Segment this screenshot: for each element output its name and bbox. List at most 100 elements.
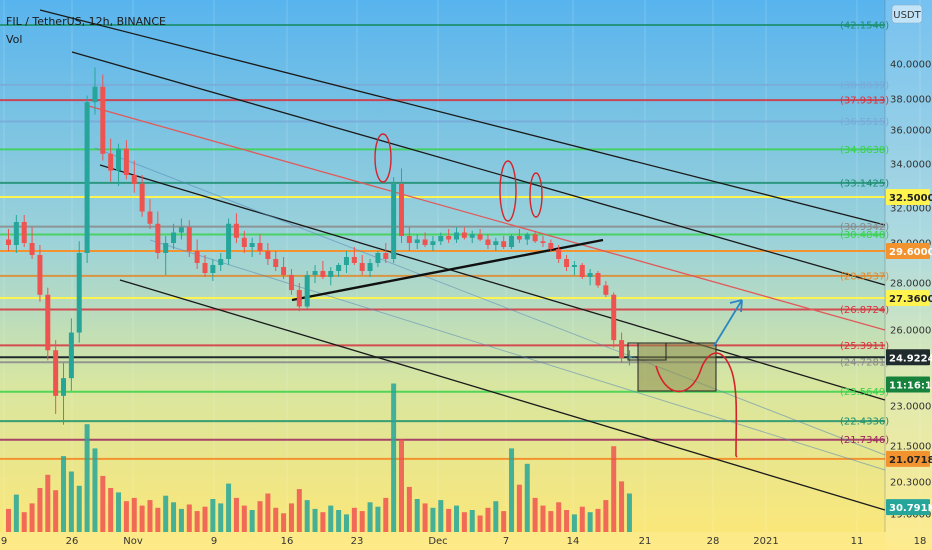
projection-curve[interactable]: [655, 352, 738, 457]
projection-arrow[interactable]: [713, 299, 743, 347]
trend-line[interactable]: [71, 51, 886, 286]
highlight-circle[interactable]: [374, 133, 392, 183]
price-tick-label: 40.0000: [890, 60, 931, 71]
volume-bar: [611, 446, 617, 532]
price-tick-label: 23.0000: [890, 402, 931, 413]
svg-text:24.9224: 24.9224: [889, 353, 932, 364]
time-tick-label: 21: [639, 536, 652, 547]
price-tags: 32.5000 29.6000 27.3600 24.9224 11:16:17 21.0…: [886, 189, 932, 516]
svg-text:29.6000: 29.6000: [889, 247, 932, 258]
candle-body: [509, 236, 515, 247]
trend-line[interactable]: [119, 279, 886, 511]
volume-bar: [548, 511, 554, 532]
volume-bar: [516, 484, 522, 532]
volume-bar: [29, 503, 35, 532]
candle-body: [351, 257, 357, 263]
volume-bar: [84, 424, 90, 532]
volume-bar: [556, 502, 562, 532]
level-label: (23.5649): [840, 387, 889, 398]
candle-body: [226, 223, 232, 259]
consolidation-box[interactable]: [627, 342, 667, 361]
candle-body: [116, 148, 122, 171]
candle-body: [304, 275, 310, 307]
candle-body: [37, 255, 43, 295]
time-tick-label: 16: [281, 536, 294, 547]
volume-bar: [218, 503, 224, 532]
volume-label: Vol: [6, 33, 22, 46]
price-tag[interactable]: 32.5000: [886, 189, 932, 205]
candle-body: [131, 175, 137, 184]
candle-body: [328, 271, 334, 277]
volume-bar: [343, 514, 349, 532]
trend-line[interactable]: [94, 147, 886, 456]
candle-body: [540, 241, 546, 243]
candle-body: [375, 253, 381, 263]
volume-bar: [265, 493, 271, 532]
volume-bar: [116, 492, 122, 532]
volume-bar: [281, 513, 287, 532]
trend-line[interactable]: [39, 9, 886, 226]
candle-body: [76, 253, 82, 333]
candle-body: [68, 332, 74, 379]
volume-bar: [383, 497, 389, 532]
candle-body: [186, 227, 192, 251]
price-tag[interactable]: 29.6000: [886, 243, 932, 259]
candle-body: [21, 222, 27, 243]
trend-line[interactable]: [99, 164, 886, 401]
volume-bar: [320, 512, 326, 532]
candle-body: [29, 243, 35, 255]
price-tag[interactable]: 11:16:17: [886, 376, 932, 393]
highlight-circle[interactable]: [499, 160, 517, 222]
volume-bar: [53, 490, 59, 532]
price-tag[interactable]: 30.791K: [886, 499, 932, 516]
volume-bar: [257, 501, 263, 532]
candle-body: [343, 257, 349, 265]
time-axis-panel: [0, 532, 885, 550]
candle-body: [391, 183, 397, 259]
candle-body: [469, 234, 475, 238]
candle-body: [6, 239, 11, 245]
level-label: (36.5515): [840, 117, 889, 128]
time-tick-label: 18: [914, 536, 927, 547]
volume-bar: [194, 511, 200, 532]
price-tick-label: 20.3000: [890, 478, 931, 489]
candle-body: [571, 265, 577, 267]
candle-body: [461, 232, 467, 238]
price-tick-label: 34.0000: [890, 160, 931, 171]
price-tag[interactable]: 21.0718: [886, 450, 932, 467]
candle-body: [430, 241, 436, 245]
volume-bar: [501, 511, 507, 532]
volume-bar: [233, 497, 239, 532]
horizontal-levels: [0, 24, 885, 460]
symbol-title[interactable]: FIL / TetherUS, 12h, BINANCE: [6, 15, 166, 28]
time-tick-label: 9: [211, 536, 217, 547]
time-tick-label: 9: [1, 536, 7, 547]
volume-bar: [626, 493, 632, 532]
candle-body: [210, 265, 216, 273]
candle-body: [108, 153, 114, 171]
candle-body: [399, 183, 404, 236]
time-tick-label: Dec: [428, 536, 447, 547]
volume-bar: [509, 448, 515, 532]
time-axis[interactable]: 9 26 Nov 9 16 23 Dec 7 14 21 28 2021 11 18: [1, 536, 927, 547]
price-tag[interactable]: 24.9224: [886, 349, 932, 366]
volume-bar: [210, 499, 216, 532]
volume-bar: [328, 505, 334, 532]
trend-line[interactable]: [84, 104, 886, 331]
candle-body: [454, 232, 460, 240]
volume-bar: [351, 507, 357, 532]
candle-body: [336, 265, 342, 271]
candle-body: [45, 294, 51, 351]
price-tag[interactable]: 27.3600: [886, 290, 932, 307]
svg-text:27.3600: 27.3600: [889, 294, 932, 305]
volume-bar: [92, 448, 98, 532]
trend-line[interactable]: [149, 239, 886, 471]
currency-button[interactable]: USDT: [891, 4, 923, 24]
target-zone[interactable]: [637, 342, 717, 392]
candle-body: [367, 263, 373, 271]
volume-bar: [375, 506, 381, 532]
volume-bar: [391, 383, 397, 532]
highlight-circle[interactable]: [529, 172, 543, 218]
volume-bar: [288, 503, 294, 532]
